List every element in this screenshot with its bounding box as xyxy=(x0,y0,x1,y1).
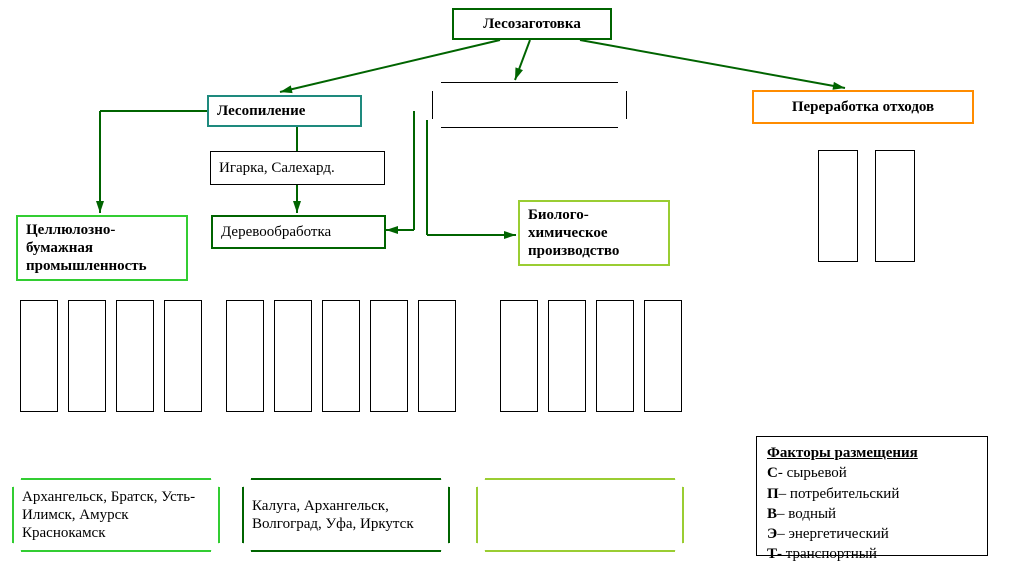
legend-line-4: Т- транспортный xyxy=(767,544,977,564)
diagram-stage: Лесозаготовка Лесопиление Переработка отхо… xyxy=(0,0,1010,574)
legend-line-0: С- сырьевой xyxy=(767,463,977,483)
legend-code: Э xyxy=(767,526,777,542)
node-blank_top_middle xyxy=(432,82,627,128)
legend-title: Факторы размещения xyxy=(767,443,977,463)
node-waste: Переработка отходов xyxy=(752,90,974,124)
node-v_w2 xyxy=(875,150,915,262)
node-cities1: Игарка, Салехард. xyxy=(210,151,385,185)
node-bottom_olive xyxy=(476,478,684,552)
node-bottom_green: Архангельск, Братск, Усть-Илимск, Амурск… xyxy=(12,478,220,552)
legend-line-3: Э– энергетический xyxy=(767,524,977,544)
legend-box: Факторы размещенияС- сырьевойП– потребит… xyxy=(756,436,988,556)
legend-text: - транспортный xyxy=(777,546,877,562)
legend-text: – потребительский xyxy=(779,486,900,502)
legend-text: – энергетический xyxy=(777,526,889,542)
node-s10 xyxy=(500,300,538,412)
node-s5 xyxy=(226,300,264,412)
node-wood: Деревообработка xyxy=(211,215,386,249)
node-bottom_darkgreen: Калуга, Архангельск, Волгоград, Уфа, Ирк… xyxy=(242,478,450,552)
legend-text: – водный xyxy=(777,506,836,522)
legend-code: В xyxy=(767,506,777,522)
legend-code: С xyxy=(767,465,778,481)
node-sawmill: Лесопиление xyxy=(207,95,362,127)
node-s12 xyxy=(596,300,634,412)
legend-line-1: П– потребительский xyxy=(767,484,977,504)
node-s7 xyxy=(322,300,360,412)
node-s1 xyxy=(20,300,58,412)
node-s13 xyxy=(644,300,682,412)
node-s8 xyxy=(370,300,408,412)
node-s9 xyxy=(418,300,456,412)
legend-code: Т xyxy=(767,546,777,562)
legend-text: - сырьевой xyxy=(778,465,847,481)
node-s4 xyxy=(164,300,202,412)
node-v_w1 xyxy=(818,150,858,262)
node-s6 xyxy=(274,300,312,412)
node-pulp: Целлюлозно-бумажная промышленность xyxy=(16,215,188,281)
node-s11 xyxy=(548,300,586,412)
legend-code: П xyxy=(767,486,779,502)
node-s3 xyxy=(116,300,154,412)
legend-line-2: В– водный xyxy=(767,504,977,524)
node-s2 xyxy=(68,300,106,412)
node-root: Лесозаготовка xyxy=(452,8,612,40)
node-biochem: Биолого-химическое производство xyxy=(518,200,670,266)
